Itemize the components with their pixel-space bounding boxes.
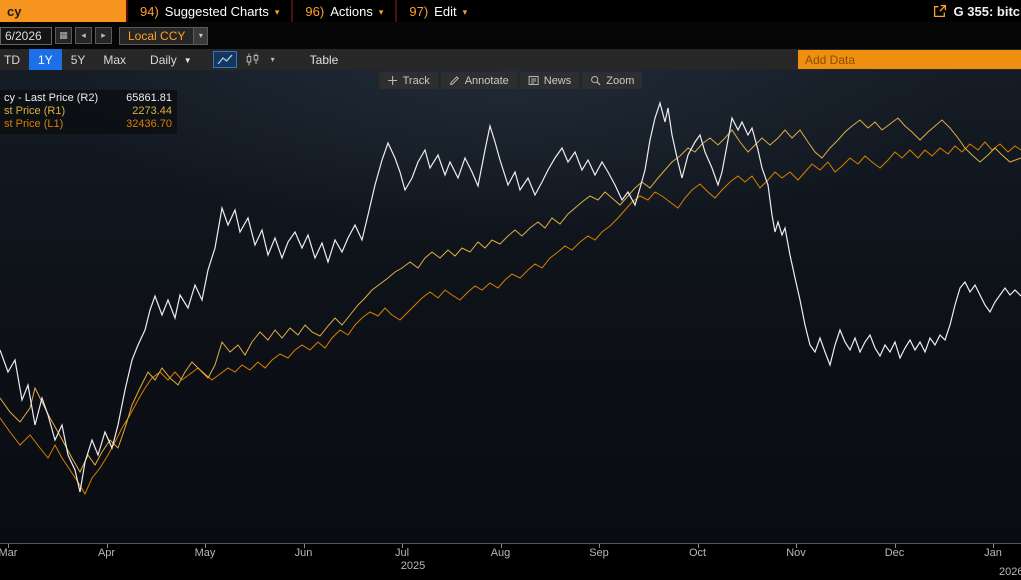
price-line-r1 xyxy=(0,117,1021,474)
axis-month-label: Jul xyxy=(394,547,410,559)
menubar-right: G 355: bitc xyxy=(933,0,1021,22)
x-axis: 2025 2026 Mar Apr May Jun Jul Aug Sep Oct Nov Dec… xyxy=(0,543,1021,580)
axis-year-label: 2025 xyxy=(400,560,426,572)
news-icon xyxy=(528,76,539,85)
tab-ytd[interactable]: TD xyxy=(4,52,20,67)
candlestick-icon xyxy=(246,53,259,66)
line-chart-type-button[interactable] xyxy=(212,51,237,68)
axis-tick xyxy=(894,544,896,548)
function-title-field[interactable]: cy xyxy=(0,0,126,22)
annotate-button[interactable]: Annotate xyxy=(440,72,517,89)
menu-suggested-charts[interactable]: 94) Suggested Charts ▾ xyxy=(126,0,291,22)
tool-label: Annotate xyxy=(464,74,509,87)
legend-value: 65861.81 xyxy=(126,92,172,104)
saved-chart-title: G 355: bitc xyxy=(953,3,1020,19)
chevron-down-icon: ▾ xyxy=(274,6,280,17)
table-view-button[interactable]: Table xyxy=(309,52,339,67)
axis-month-label: Aug xyxy=(490,547,511,559)
currency-dropdown-label: Local CCY xyxy=(128,28,186,43)
news-button[interactable]: News xyxy=(519,72,580,89)
date-currency-row: 6/2026 ▦ ◂ ▸ Local CCY ▾ xyxy=(0,22,1021,49)
chart-tools: Track Annotate News Zoom xyxy=(378,72,643,89)
chevron-down-icon: ▼ xyxy=(183,55,192,65)
menu-actions[interactable]: 96) Actions ▾ xyxy=(291,0,395,22)
menu-label: Suggested Charts xyxy=(164,3,269,19)
legend-label: st Price (L1) xyxy=(4,118,64,130)
axis-tick xyxy=(8,544,9,548)
zoom-icon xyxy=(591,76,601,86)
menu-number: 97) xyxy=(409,3,429,19)
legend-value: 32436.70 xyxy=(126,118,172,130)
line-chart-icon xyxy=(217,54,233,65)
zoom-button[interactable]: Zoom xyxy=(582,72,643,89)
chevron-down-icon: ▾ xyxy=(378,6,384,17)
chart-type-more-button[interactable]: ▾ xyxy=(270,55,275,64)
price-line-l1 xyxy=(0,141,1021,496)
price-chart-svg[interactable] xyxy=(0,70,1021,543)
axis-tick xyxy=(599,544,600,548)
legend-label: cy - Last Price (R2) xyxy=(4,92,99,104)
price-line-r2 xyxy=(0,100,1021,493)
chart-toolbar-row: TD 1Y 5Y Max Daily ▼ ▾ Table Add Data xyxy=(0,49,1021,70)
export-icon[interactable] xyxy=(933,4,947,18)
chevron-down-icon: ▾ xyxy=(193,27,208,44)
axis-tick xyxy=(205,544,206,548)
axis-tick xyxy=(697,544,699,548)
top-menubar: cy 94) Suggested Charts ▾ 96) Actions ▾ … xyxy=(0,0,1021,22)
axis-year-label-right: 2026 xyxy=(999,566,1021,578)
menu-label: Edit xyxy=(434,3,457,19)
annotate-icon xyxy=(449,76,459,86)
date-input[interactable]: 6/2026 xyxy=(0,26,52,45)
menu-edit[interactable]: 97) Edit ▾ xyxy=(395,0,479,22)
frequency-dropdown[interactable]: Daily ▼ xyxy=(139,49,203,70)
axis-tick xyxy=(500,544,502,548)
add-data-input[interactable]: Add Data xyxy=(798,50,1021,69)
axis-month-label: Nov xyxy=(786,547,806,559)
track-button[interactable]: Track xyxy=(378,72,438,89)
menu-label: Actions xyxy=(330,3,373,19)
tool-label: Track xyxy=(402,74,430,87)
legend-label: st Price (R1) xyxy=(4,105,66,117)
tool-label: Zoom xyxy=(606,74,635,87)
axis-month-label: Jan xyxy=(984,547,1002,559)
axis-month-label: Mar xyxy=(0,547,18,559)
next-period-button[interactable]: ▸ xyxy=(95,27,112,44)
track-icon xyxy=(387,76,397,85)
axis-tick xyxy=(796,544,797,548)
axis-tick xyxy=(106,544,108,548)
tool-label: News xyxy=(543,74,572,87)
tab-max[interactable]: Max xyxy=(103,52,127,67)
candle-chart-type-button[interactable] xyxy=(243,51,263,68)
frequency-label: Daily xyxy=(150,52,177,67)
menu-number: 94) xyxy=(140,3,159,19)
chart-plot-area[interactable]: Track Annotate News Zoom xyxy=(0,70,1021,543)
axis-month-label: Sep xyxy=(589,547,609,559)
prev-period-button[interactable]: ◂ xyxy=(75,27,92,44)
chart-legend: cy - Last Price (R2) 65861.81 st Price (… xyxy=(0,90,177,134)
tab-1y[interactable]: 1Y xyxy=(29,49,62,70)
legend-row-r1[interactable]: st Price (R1) 2273.44 xyxy=(4,105,172,118)
axis-tick xyxy=(402,544,403,548)
currency-dropdown[interactable]: Local CCY ▾ xyxy=(119,26,209,45)
calendar-icon[interactable]: ▦ xyxy=(55,27,72,44)
tab-5y[interactable]: 5Y xyxy=(70,52,86,67)
menu-number: 96) xyxy=(305,3,325,19)
axis-tick xyxy=(303,544,305,548)
legend-row-l1[interactable]: st Price (L1) 32436.70 xyxy=(4,118,172,131)
axis-month-label: Jun xyxy=(294,547,313,559)
axis-month-label: Oct xyxy=(688,547,707,559)
chevron-down-icon: ▾ xyxy=(462,6,468,17)
axis-month-label: May xyxy=(194,547,216,559)
axis-month-label: Apr xyxy=(97,547,116,559)
legend-value: 2273.44 xyxy=(132,105,172,117)
axis-tick xyxy=(993,544,994,548)
axis-month-label: Dec xyxy=(884,547,905,559)
legend-row-r2[interactable]: cy - Last Price (R2) 65861.81 xyxy=(4,92,172,105)
